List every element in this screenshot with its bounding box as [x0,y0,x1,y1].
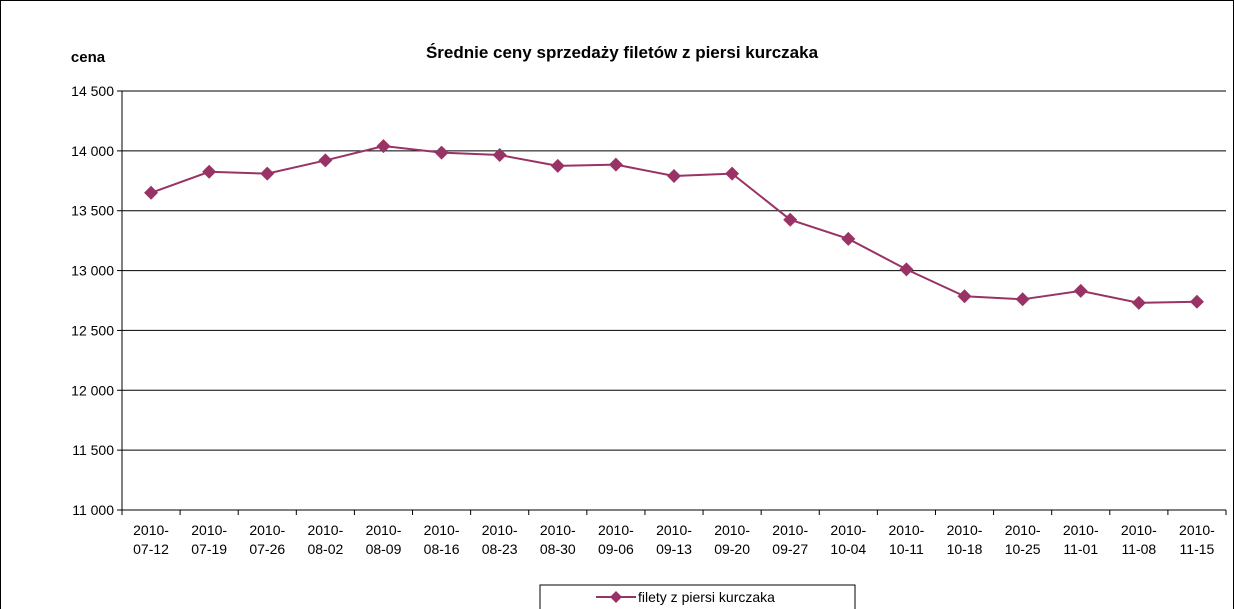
x-tick-label: 2010- 10-18 [947,522,983,557]
chart-title: Średnie ceny sprzedaży filetów z piersi … [426,43,819,62]
x-tick-label: 2010- 09-27 [772,522,808,557]
x-tick-label: 2010- 09-20 [714,522,750,557]
x-tick-label-line: 10-18 [947,541,983,557]
x-tick-label-line: 2010- [424,522,460,538]
x-tick-label: 2010- 09-06 [598,522,634,557]
data-point [202,164,217,179]
x-tick-label: 2010- 08-23 [482,522,518,557]
data-point [376,139,391,154]
y-tick-label: 14 500 [71,83,114,99]
x-tick-label-line: 09-13 [656,541,692,557]
data-point [550,158,565,173]
data-point [957,289,972,304]
x-tick-label-line: 08-02 [307,541,343,557]
x-tick-label-line: 10-04 [830,541,866,557]
x-tick-label-line: 2010- [482,522,518,538]
x-tick-label-line: 10-25 [1005,541,1041,557]
x-tick-label-line: 2010- [772,522,808,538]
y-tick-label: 11 500 [72,442,114,458]
x-tick-label: 2010- 10-25 [1005,522,1041,557]
x-tick-label-line: 2010- [714,522,750,538]
y-tick-label: 12 000 [71,382,114,398]
x-tick-label-line: 07-12 [133,541,169,557]
x-tick-label-line: 2010- [1121,522,1157,538]
legend-label: filety z piersi kurczaka [638,589,775,605]
x-tick-label: 2010- 07-26 [249,522,285,557]
x-tick-label-line: 2010- [656,522,692,538]
data-point [1015,292,1030,307]
x-tick-label-line: 11-15 [1180,541,1215,557]
x-tick-label: 2010- 08-02 [307,522,343,557]
x-tick-label-line: 08-16 [424,541,460,557]
x-tick-label: 2010- 08-30 [540,522,576,557]
x-tick-label-line: 11-01 [1063,541,1098,557]
x-tick-label-line: 08-30 [540,541,576,557]
x-tick-label-line: 2010- [133,522,169,538]
data-point [1073,283,1088,298]
y-tick-label: 13 000 [71,263,114,279]
data-point [1189,294,1204,309]
x-tick-label: 2010- 11-08 [1121,522,1157,557]
data-point [434,145,449,160]
x-tick-label-line: 09-20 [714,541,750,557]
x-tick-label-line: 09-06 [598,541,634,557]
data-point [725,166,740,181]
x-tick-label: 2010- 10-04 [830,522,866,557]
x-tick-label-line: 2010- [598,522,634,538]
x-tick-label-line: 2010- [889,522,925,538]
x-tick-label-line: 2010- [191,522,227,538]
x-tick-label: 2010- 11-15 [1179,522,1215,557]
x-tick-label-line: 11-08 [1121,541,1156,557]
data-point [260,166,275,181]
data-point [608,157,623,172]
x-tick-label: 2010- 08-16 [424,522,460,557]
x-tick-label-line: 2010- [307,522,343,538]
x-tick-label-line: 2010- [366,522,402,538]
x-tick-label-line: 2010- [830,522,866,538]
x-tick-label-line: 08-23 [482,541,518,557]
x-tick-label: 2010- 07-12 [133,522,169,557]
x-tick-label: 2010- 10-11 [889,522,925,557]
x-tick-label-line: 10-11 [889,541,924,557]
legend-box [539,584,856,609]
x-tick-label: 2010- 11-01 [1063,522,1099,557]
x-tick-label-line: 09-27 [772,541,808,557]
x-tick-label-line: 07-26 [249,541,285,557]
x-tick-label: 2010- 07-19 [191,522,227,557]
data-point [318,153,333,168]
x-tick-label-line: 2010- [1179,522,1215,538]
x-tick-label-line: 08-09 [366,541,402,557]
data-point [841,231,856,246]
x-tick-label: 2010- 08-09 [366,522,402,557]
x-tick-label-line: 2010- [249,522,285,538]
y-tick-label: 14 000 [71,143,114,159]
x-tick-label: 2010- 09-13 [656,522,692,557]
data-point [144,185,159,200]
legend-marker [610,591,622,603]
data-point [783,212,798,227]
x-tick-label-line: 2010- [540,522,576,538]
y-axis-label: cena [71,49,106,66]
x-tick-label-line: 2010- [1063,522,1099,538]
y-tick-label: 11 000 [72,502,114,518]
data-point [492,148,507,163]
data-point [899,262,914,277]
data-point [1131,295,1146,310]
x-tick-label-line: 2010- [1005,522,1041,538]
data-point [667,168,681,183]
x-tick-label-line: 07-19 [191,541,227,557]
y-tick-label: 12 500 [71,322,114,338]
y-tick-label: 13 500 [71,203,114,219]
x-tick-label-line: 2010- [947,522,983,538]
